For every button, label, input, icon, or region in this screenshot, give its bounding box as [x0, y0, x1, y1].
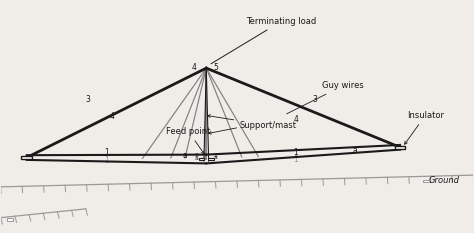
Text: Feed point: Feed point — [166, 127, 210, 154]
Text: a: a — [353, 146, 357, 155]
Text: 2: 2 — [214, 153, 218, 158]
Text: Support/mast: Support/mast — [208, 115, 296, 130]
Bar — [208, 158, 214, 160]
Text: a: a — [214, 155, 218, 160]
Text: Ground: Ground — [428, 177, 459, 185]
Text: 3: 3 — [312, 95, 318, 104]
Text: 4: 4 — [192, 63, 197, 72]
Text: 4: 4 — [293, 115, 299, 124]
Text: 1: 1 — [105, 148, 109, 158]
Text: 1: 1 — [294, 148, 299, 157]
Text: a: a — [182, 151, 187, 160]
Text: 1: 1 — [105, 156, 109, 165]
Bar — [395, 146, 405, 149]
Bar — [21, 156, 32, 159]
Text: Terminating load: Terminating load — [211, 17, 317, 64]
Text: a: a — [195, 156, 199, 161]
Text: Guy wires: Guy wires — [287, 81, 364, 114]
Bar — [423, 180, 429, 182]
Text: Insulator: Insulator — [405, 110, 444, 144]
Text: 1: 1 — [294, 155, 299, 164]
Text: 2: 2 — [195, 153, 199, 158]
Text: 5: 5 — [213, 63, 218, 72]
Text: 4: 4 — [109, 113, 114, 121]
Bar — [199, 158, 204, 160]
Bar — [7, 218, 13, 221]
Text: 3: 3 — [86, 95, 91, 104]
